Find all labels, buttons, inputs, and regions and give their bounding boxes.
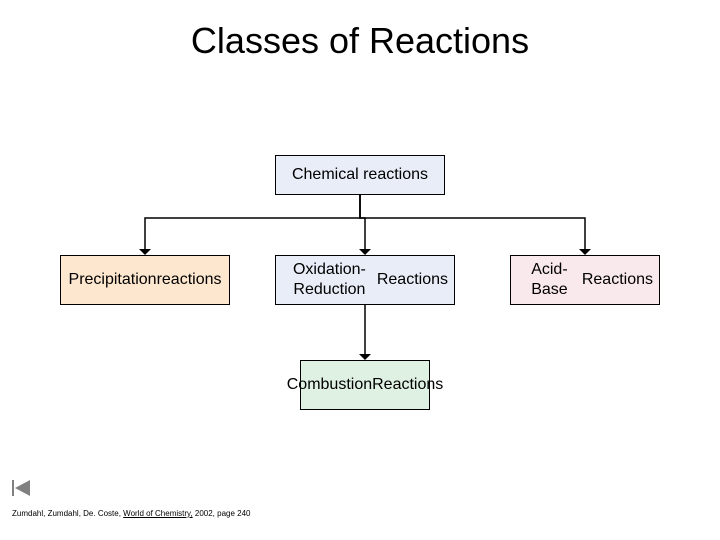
edge-root-acidbase xyxy=(360,195,585,249)
citation-suffix: 2002, page 240 xyxy=(193,509,251,518)
citation-prefix: Zumdahl, Zumdahl, De. Coste, xyxy=(12,509,123,518)
node-precip: Precipitationreactions xyxy=(60,255,230,305)
page-title: Classes of Reactions xyxy=(0,20,720,62)
node-root: Chemical reactions xyxy=(275,155,445,195)
node-redox: Oxidation-ReductionReactions xyxy=(275,255,455,305)
edge-root-redox xyxy=(360,195,365,249)
prev-arrow-bar xyxy=(12,480,14,496)
previous-slide-icon[interactable] xyxy=(12,480,30,496)
edge-root-precip xyxy=(145,195,360,249)
citation-underlined: World of Chemistry, xyxy=(123,509,193,518)
node-acidbase: Acid-BaseReactions xyxy=(510,255,660,305)
node-combust: CombustionReactions xyxy=(300,360,430,410)
prev-arrow-triangle xyxy=(15,480,30,496)
citation: Zumdahl, Zumdahl, De. Coste, World of Ch… xyxy=(12,509,251,518)
